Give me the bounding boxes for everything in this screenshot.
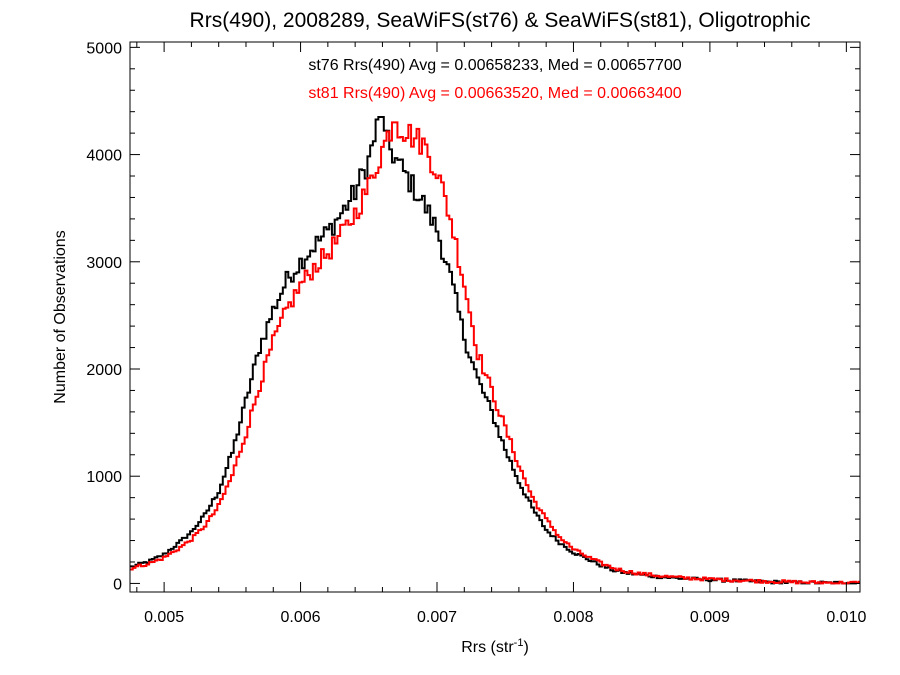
x-axis: 0.005 0.006 0.007 0.008 0.009 0.010 (136, 42, 866, 626)
x-tick-label: 0.010 (826, 609, 866, 626)
y-tick-label: 1000 (86, 469, 122, 486)
series-layer (130, 116, 860, 585)
series-line-1 (130, 121, 860, 585)
x-tick-label: 0.009 (690, 609, 730, 626)
y-tick-label: 4000 (86, 148, 122, 165)
y-axis-title: Number of Observations (52, 230, 69, 403)
x-tick-label: 0.006 (281, 609, 321, 626)
x-tick-label: 0.008 (553, 609, 593, 626)
legend-entry-st81: st81 Rrs(490) Avg = 0.00663520, Med = 0.… (308, 85, 681, 102)
y-axis: 0 1000 2000 3000 4000 5000 (86, 40, 860, 593)
y-tick-label: 3000 (86, 255, 122, 272)
y-tick-label: 0 (113, 576, 122, 593)
x-axis-title-close: ) (523, 639, 528, 656)
chart-title: Rrs(490), 2008289, SeaWiFS(st76) & SeaWi… (190, 9, 811, 32)
x-axis-title-text: Rrs (str (461, 639, 514, 656)
plot-frame (129, 41, 861, 593)
x-tick-label: 0.005 (144, 609, 184, 626)
y-tick-label: 2000 (86, 362, 122, 379)
y-tick-label: 5000 (86, 40, 122, 57)
x-axis-title-superscript: -1 (514, 637, 524, 649)
x-axis-title: Rrs (str-1) (461, 637, 529, 656)
x-tick-label: 0.007 (417, 609, 457, 626)
legend-entry-st76: st76 Rrs(490) Avg = 0.00658233, Med = 0.… (308, 57, 681, 74)
